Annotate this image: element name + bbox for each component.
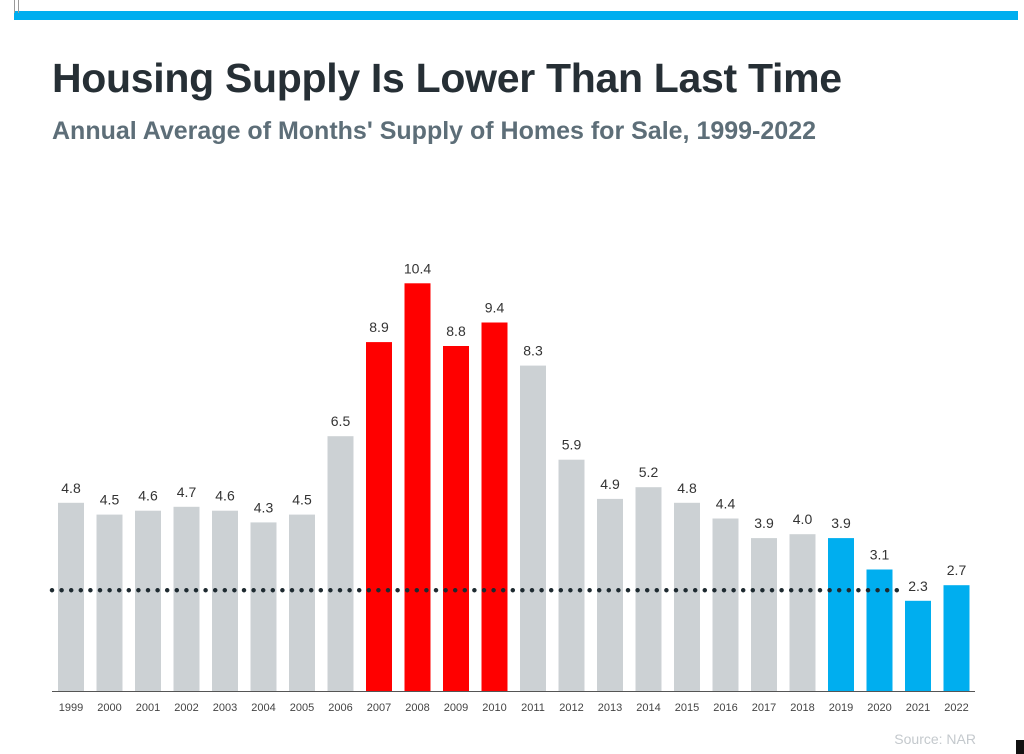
bar-2003	[212, 510, 238, 691]
bar-2015	[674, 502, 700, 691]
bar-2021	[905, 600, 931, 691]
source-note: Source: NAR	[894, 731, 976, 747]
x-tick-label-1999: 1999	[59, 702, 83, 714]
data-label-2005: 4.5	[292, 492, 312, 508]
bar-2016	[712, 518, 739, 691]
bar-2009	[443, 346, 469, 691]
x-tick-label-2005: 2005	[290, 702, 314, 714]
x-tick-label-2010: 2010	[482, 702, 506, 714]
bar-2019	[828, 538, 854, 691]
bar-2011	[520, 365, 546, 691]
data-label-2011: 8.3	[523, 343, 543, 359]
corner-mark	[1016, 740, 1024, 754]
bar-2010	[481, 322, 508, 691]
bars-layer	[58, 283, 970, 691]
bar-2006	[327, 436, 354, 691]
bar-2005	[289, 514, 315, 691]
data-label-2021: 2.3	[908, 578, 928, 594]
bar-2001	[135, 510, 161, 691]
bar-2020	[866, 569, 893, 691]
x-tick-label-2016: 2016	[713, 702, 737, 714]
data-label-2018: 4.0	[793, 511, 813, 527]
bar-2018	[789, 534, 816, 691]
x-tick-label-2004: 2004	[251, 702, 275, 714]
x-tick-label-2007: 2007	[367, 702, 391, 714]
x-tick-label-2018: 2018	[790, 702, 814, 714]
x-tick-label-2014: 2014	[636, 702, 660, 714]
bar-2002	[173, 506, 200, 691]
top-accent-bar	[14, 11, 1018, 20]
x-tick-label-2020: 2020	[867, 702, 891, 714]
data-label-2003: 4.6	[215, 488, 235, 504]
data-label-2019: 3.9	[831, 515, 851, 531]
x-tick-label-2006: 2006	[328, 702, 352, 714]
data-label-2004: 4.3	[254, 499, 274, 515]
data-label-2022: 2.7	[947, 562, 967, 578]
x-tick-label-2017: 2017	[752, 702, 776, 714]
bar-2017	[751, 538, 777, 691]
x-tick-label-2001: 2001	[136, 702, 160, 714]
data-label-2009: 8.8	[446, 323, 466, 339]
bar-2008	[404, 283, 431, 691]
top-accent-bar-fill	[14, 11, 1018, 20]
bar-1999	[58, 502, 84, 691]
data-label-2020: 3.1	[870, 547, 890, 563]
data-label-2015: 4.8	[677, 480, 697, 496]
data-label-2016: 4.4	[716, 496, 736, 512]
bar-2004	[250, 522, 277, 691]
x-tick-label-2008: 2008	[405, 702, 429, 714]
x-tick-label-2003: 2003	[213, 702, 237, 714]
x-tick-label-2002: 2002	[174, 702, 198, 714]
data-label-2012: 5.9	[562, 437, 582, 453]
chart-subtitle: Annual Average of Months' Supply of Home…	[52, 117, 817, 145]
data-label-1999: 4.8	[61, 480, 81, 496]
x-tick-label-2021: 2021	[906, 702, 930, 714]
chart-title: Housing Supply Is Lower Than Last Time	[52, 55, 842, 101]
data-label-2002: 4.7	[177, 484, 197, 500]
data-label-2017: 3.9	[754, 515, 774, 531]
bar-2007	[366, 342, 392, 691]
bar-2012	[558, 459, 585, 691]
corner-frame-mark	[14, 0, 19, 13]
data-labels-layer: 4.8 4.5 4.6 4.7 4.6 4.3 4.5 6.5 8.9 10.4 8.8 9.4 8.3…	[61, 260, 966, 594]
x-tick-labels-layer: 1999 2000 2001 2002 2003 2004 2005 2006 2007 2008…	[59, 702, 969, 714]
data-label-2014: 5.2	[639, 464, 659, 480]
x-tick-label-2013: 2013	[598, 702, 622, 714]
x-tick-label-2019: 2019	[829, 702, 853, 714]
x-tick-label-2012: 2012	[559, 702, 583, 714]
bar-2013	[597, 498, 623, 691]
x-tick-label-2011: 2011	[521, 702, 545, 714]
x-tick-label-2015: 2015	[675, 702, 699, 714]
data-label-2013: 4.9	[600, 476, 620, 492]
data-label-2000: 4.5	[100, 492, 120, 508]
x-tick-label-2009: 2009	[444, 702, 468, 714]
data-label-2001: 4.6	[138, 488, 158, 504]
bar-2000	[96, 514, 123, 691]
x-tick-label-2022: 2022	[944, 702, 968, 714]
data-label-2006: 6.5	[331, 413, 351, 429]
data-label-2007: 8.9	[369, 319, 389, 335]
data-label-2010: 9.4	[485, 300, 505, 316]
data-label-2008: 10.4	[404, 260, 431, 276]
bar-2022	[943, 585, 970, 691]
x-tick-label-2000: 2000	[97, 702, 121, 714]
